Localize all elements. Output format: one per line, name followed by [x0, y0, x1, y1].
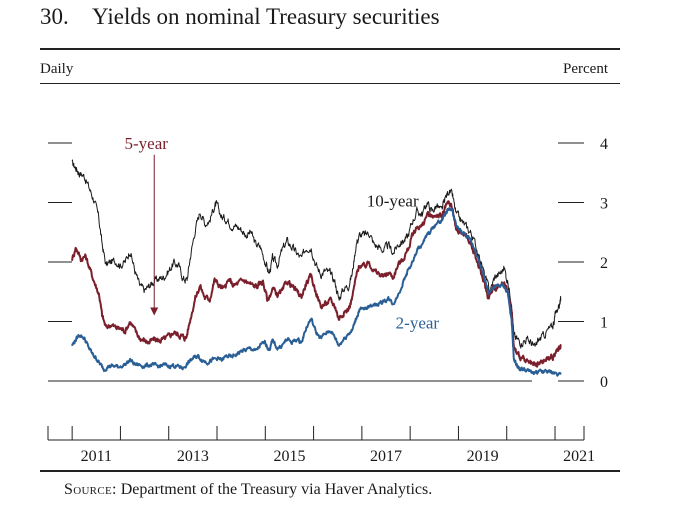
- y-tick-label-3: 3: [600, 196, 608, 213]
- label-10-year: 10-year: [367, 192, 419, 211]
- x-tick-label-2013: 2013: [177, 448, 209, 465]
- x-tick-label-2021: 2021: [563, 448, 595, 465]
- y-tick-label-0: 0: [600, 374, 608, 391]
- figure-number: 30.: [40, 4, 69, 29]
- y-tick-label-2: 2: [600, 255, 608, 272]
- series-line-5-year: [71, 200, 562, 368]
- arrow-5-year-head: [150, 307, 159, 316]
- top-rule: [40, 48, 620, 50]
- left-axis-ticks: [48, 142, 532, 382]
- series-line-10-year: [71, 159, 562, 349]
- figure-title-text: Yields on nominal Treasury securities: [92, 4, 440, 29]
- x-axis: 2011 2013 2015 2017 2019 2021: [47, 426, 595, 465]
- annotation-layer: 5-year 10-year 2-year: [125, 134, 440, 333]
- bottom-rule: [40, 470, 620, 472]
- source-label: Source:: [64, 481, 117, 498]
- left-unit-label: Daily: [40, 61, 74, 77]
- right-axis-ticks: 0 1 2 3 4: [558, 136, 608, 391]
- label-2-year: 2-year: [396, 314, 440, 333]
- x-tick-label-2011: 2011: [81, 448, 112, 465]
- y-tick-label-1: 1: [600, 315, 608, 332]
- series-line-2-year: [71, 207, 562, 377]
- figure-title: 30. Yields on nominal Treasury securities: [40, 4, 440, 30]
- right-unit-label: Percent: [563, 61, 608, 77]
- source-note: Source: Department of the Treasury via H…: [64, 481, 432, 499]
- x-tick-label-2019: 2019: [467, 448, 499, 465]
- header-rule: [40, 83, 620, 84]
- source-text: Department of the Treasury via Haver Ana…: [116, 481, 433, 498]
- series-layer: [71, 159, 562, 377]
- x-tick-label-2017: 2017: [370, 448, 402, 465]
- x-tick-label-2015: 2015: [273, 448, 305, 465]
- y-tick-label-4: 4: [600, 136, 608, 153]
- label-5-year: 5-year: [125, 134, 169, 153]
